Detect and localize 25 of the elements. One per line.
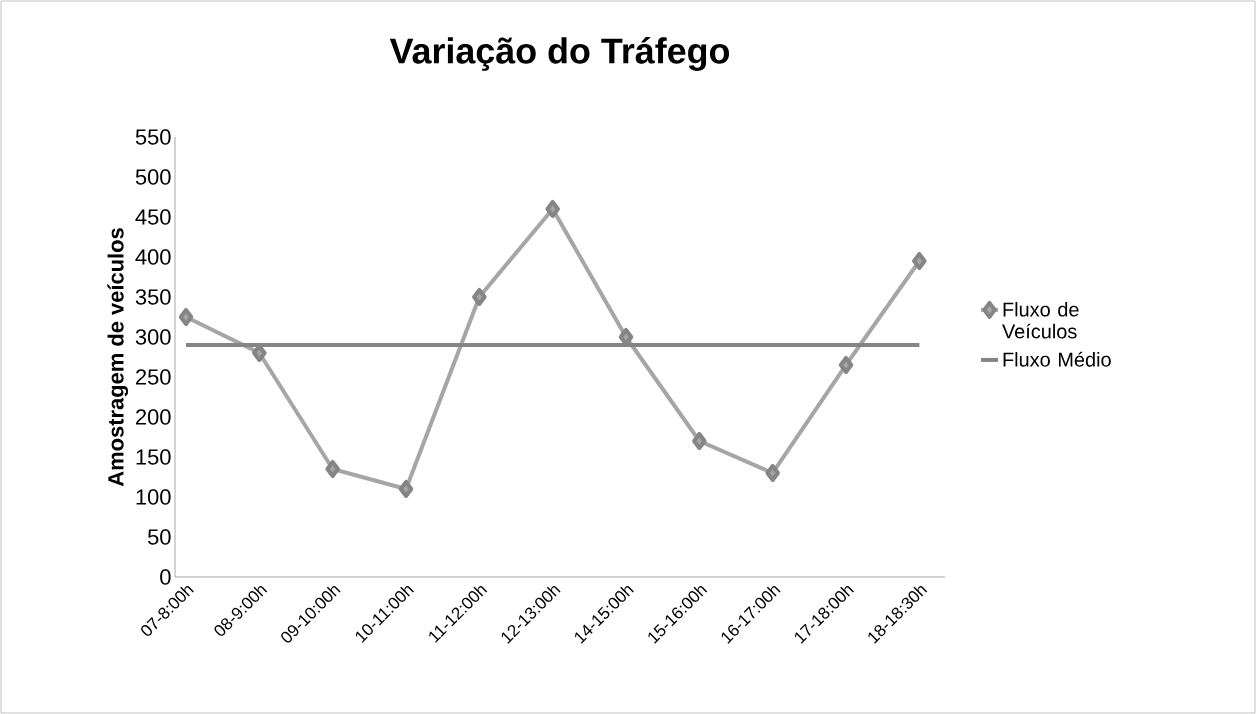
- y-tick-label: 200: [136, 409, 171, 425]
- chart-title: Variação do Tráfego: [389, 37, 730, 71]
- y-tick-label: 500: [135, 169, 171, 185]
- y-tick-label: 300: [135, 329, 171, 345]
- y-tick-label: 150: [136, 449, 171, 465]
- y-tick-label: 450: [135, 209, 171, 225]
- point: [765, 463, 780, 482]
- y-tick-label: 100: [136, 489, 171, 505]
- legend-label: Fluxo de Veículos: [1002, 301, 1079, 339]
- y-tick-label: 250: [136, 369, 171, 385]
- point: [692, 431, 707, 450]
- point: [325, 459, 340, 478]
- y-tick-label: 350: [135, 289, 171, 305]
- y-tick-label: 400: [135, 249, 171, 265]
- point: [545, 199, 560, 218]
- point: [912, 251, 927, 270]
- legend-label: Fluxo Médio: [1003, 351, 1111, 367]
- point: [472, 287, 487, 306]
- point: [398, 479, 414, 498]
- y-tick-label: 550: [135, 129, 171, 145]
- y-tick-label: 0: [160, 569, 171, 585]
- point: [178, 307, 194, 326]
- y-tick-label: 50: [147, 529, 171, 545]
- y-axis-title: Amostragem de veículos: [107, 228, 129, 487]
- point: [838, 355, 854, 374]
